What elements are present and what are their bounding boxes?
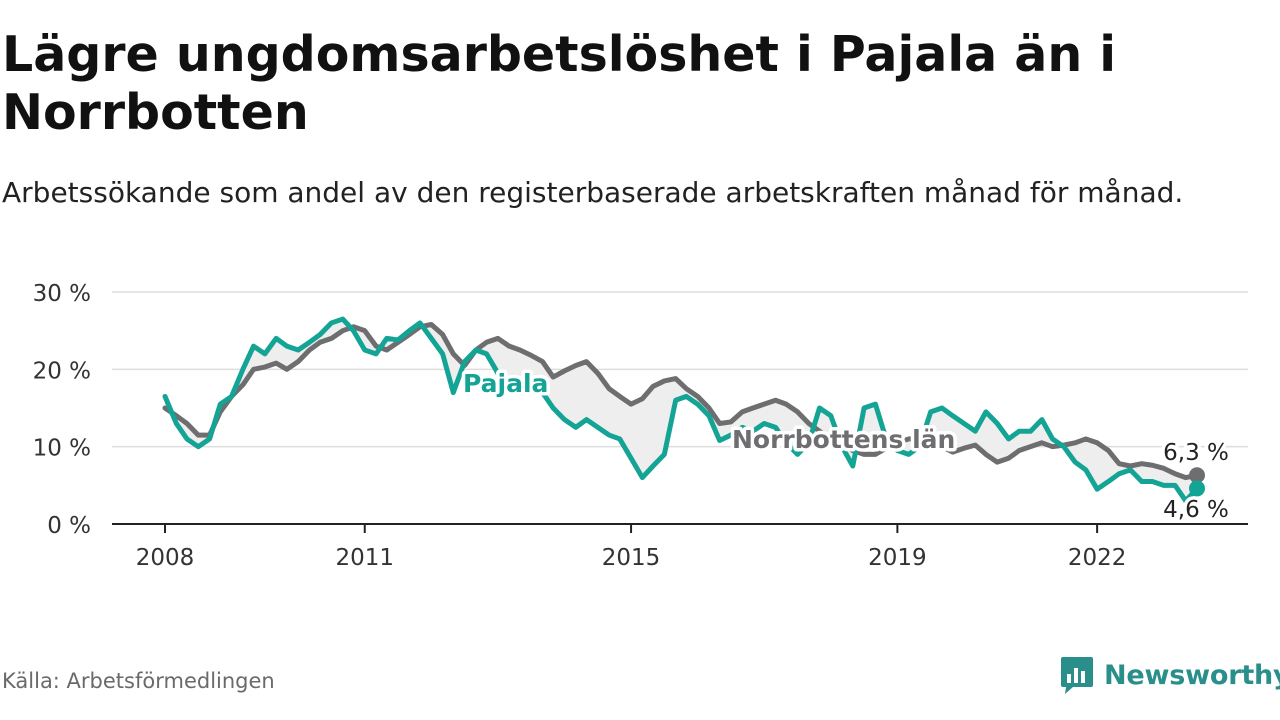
series-line-norrbotten xyxy=(162,321,1200,481)
series-line-norrbotten-end-point xyxy=(1189,467,1205,484)
brand-name: Newsworthy xyxy=(1104,659,1280,691)
series-labels: Pajala Norrbottens län 6,3 % 4,6 % xyxy=(460,366,1233,527)
source-note: Källa: Arbetsförmedlingen xyxy=(2,669,275,693)
end-value-pajala: 4,6 % xyxy=(1163,497,1229,523)
series-line-pajala xyxy=(162,316,1200,504)
x-tick-label: 2015 xyxy=(602,545,661,571)
y-tick-label: 10 % xyxy=(33,436,91,462)
x-tick-label: 2019 xyxy=(868,545,927,571)
gap-area xyxy=(165,319,1197,501)
chart-subtitle: Arbetssökande som andel av den registerb… xyxy=(2,176,1184,209)
x-tick-label: 2011 xyxy=(335,545,394,571)
chart-title: Lägre ungdomsarbetslöshet i Pajala än i … xyxy=(2,26,1117,141)
series-lines xyxy=(162,316,1205,504)
axes: 0 % 10 % 20 % 30 % 2008 2011 2015 2019 2022 xyxy=(33,281,1248,571)
end-value-norrbotten: 6,3 % xyxy=(1163,440,1229,466)
series-label-norrbotten: Norrbottens län xyxy=(732,425,955,454)
brand-logo: Newsworthy xyxy=(1059,655,1280,695)
x-tick-label: 2022 xyxy=(1068,545,1127,571)
y-tick-label: 20 % xyxy=(33,358,91,384)
x-tick-label: 2008 xyxy=(136,545,195,571)
series-line-pajala-end-point xyxy=(1189,480,1205,497)
series-label-pajala: Pajala xyxy=(463,369,548,398)
y-tick-label: 30 % xyxy=(33,281,91,307)
y-tick-label: 0 % xyxy=(47,513,91,539)
brand-chart-icon xyxy=(1061,657,1093,694)
